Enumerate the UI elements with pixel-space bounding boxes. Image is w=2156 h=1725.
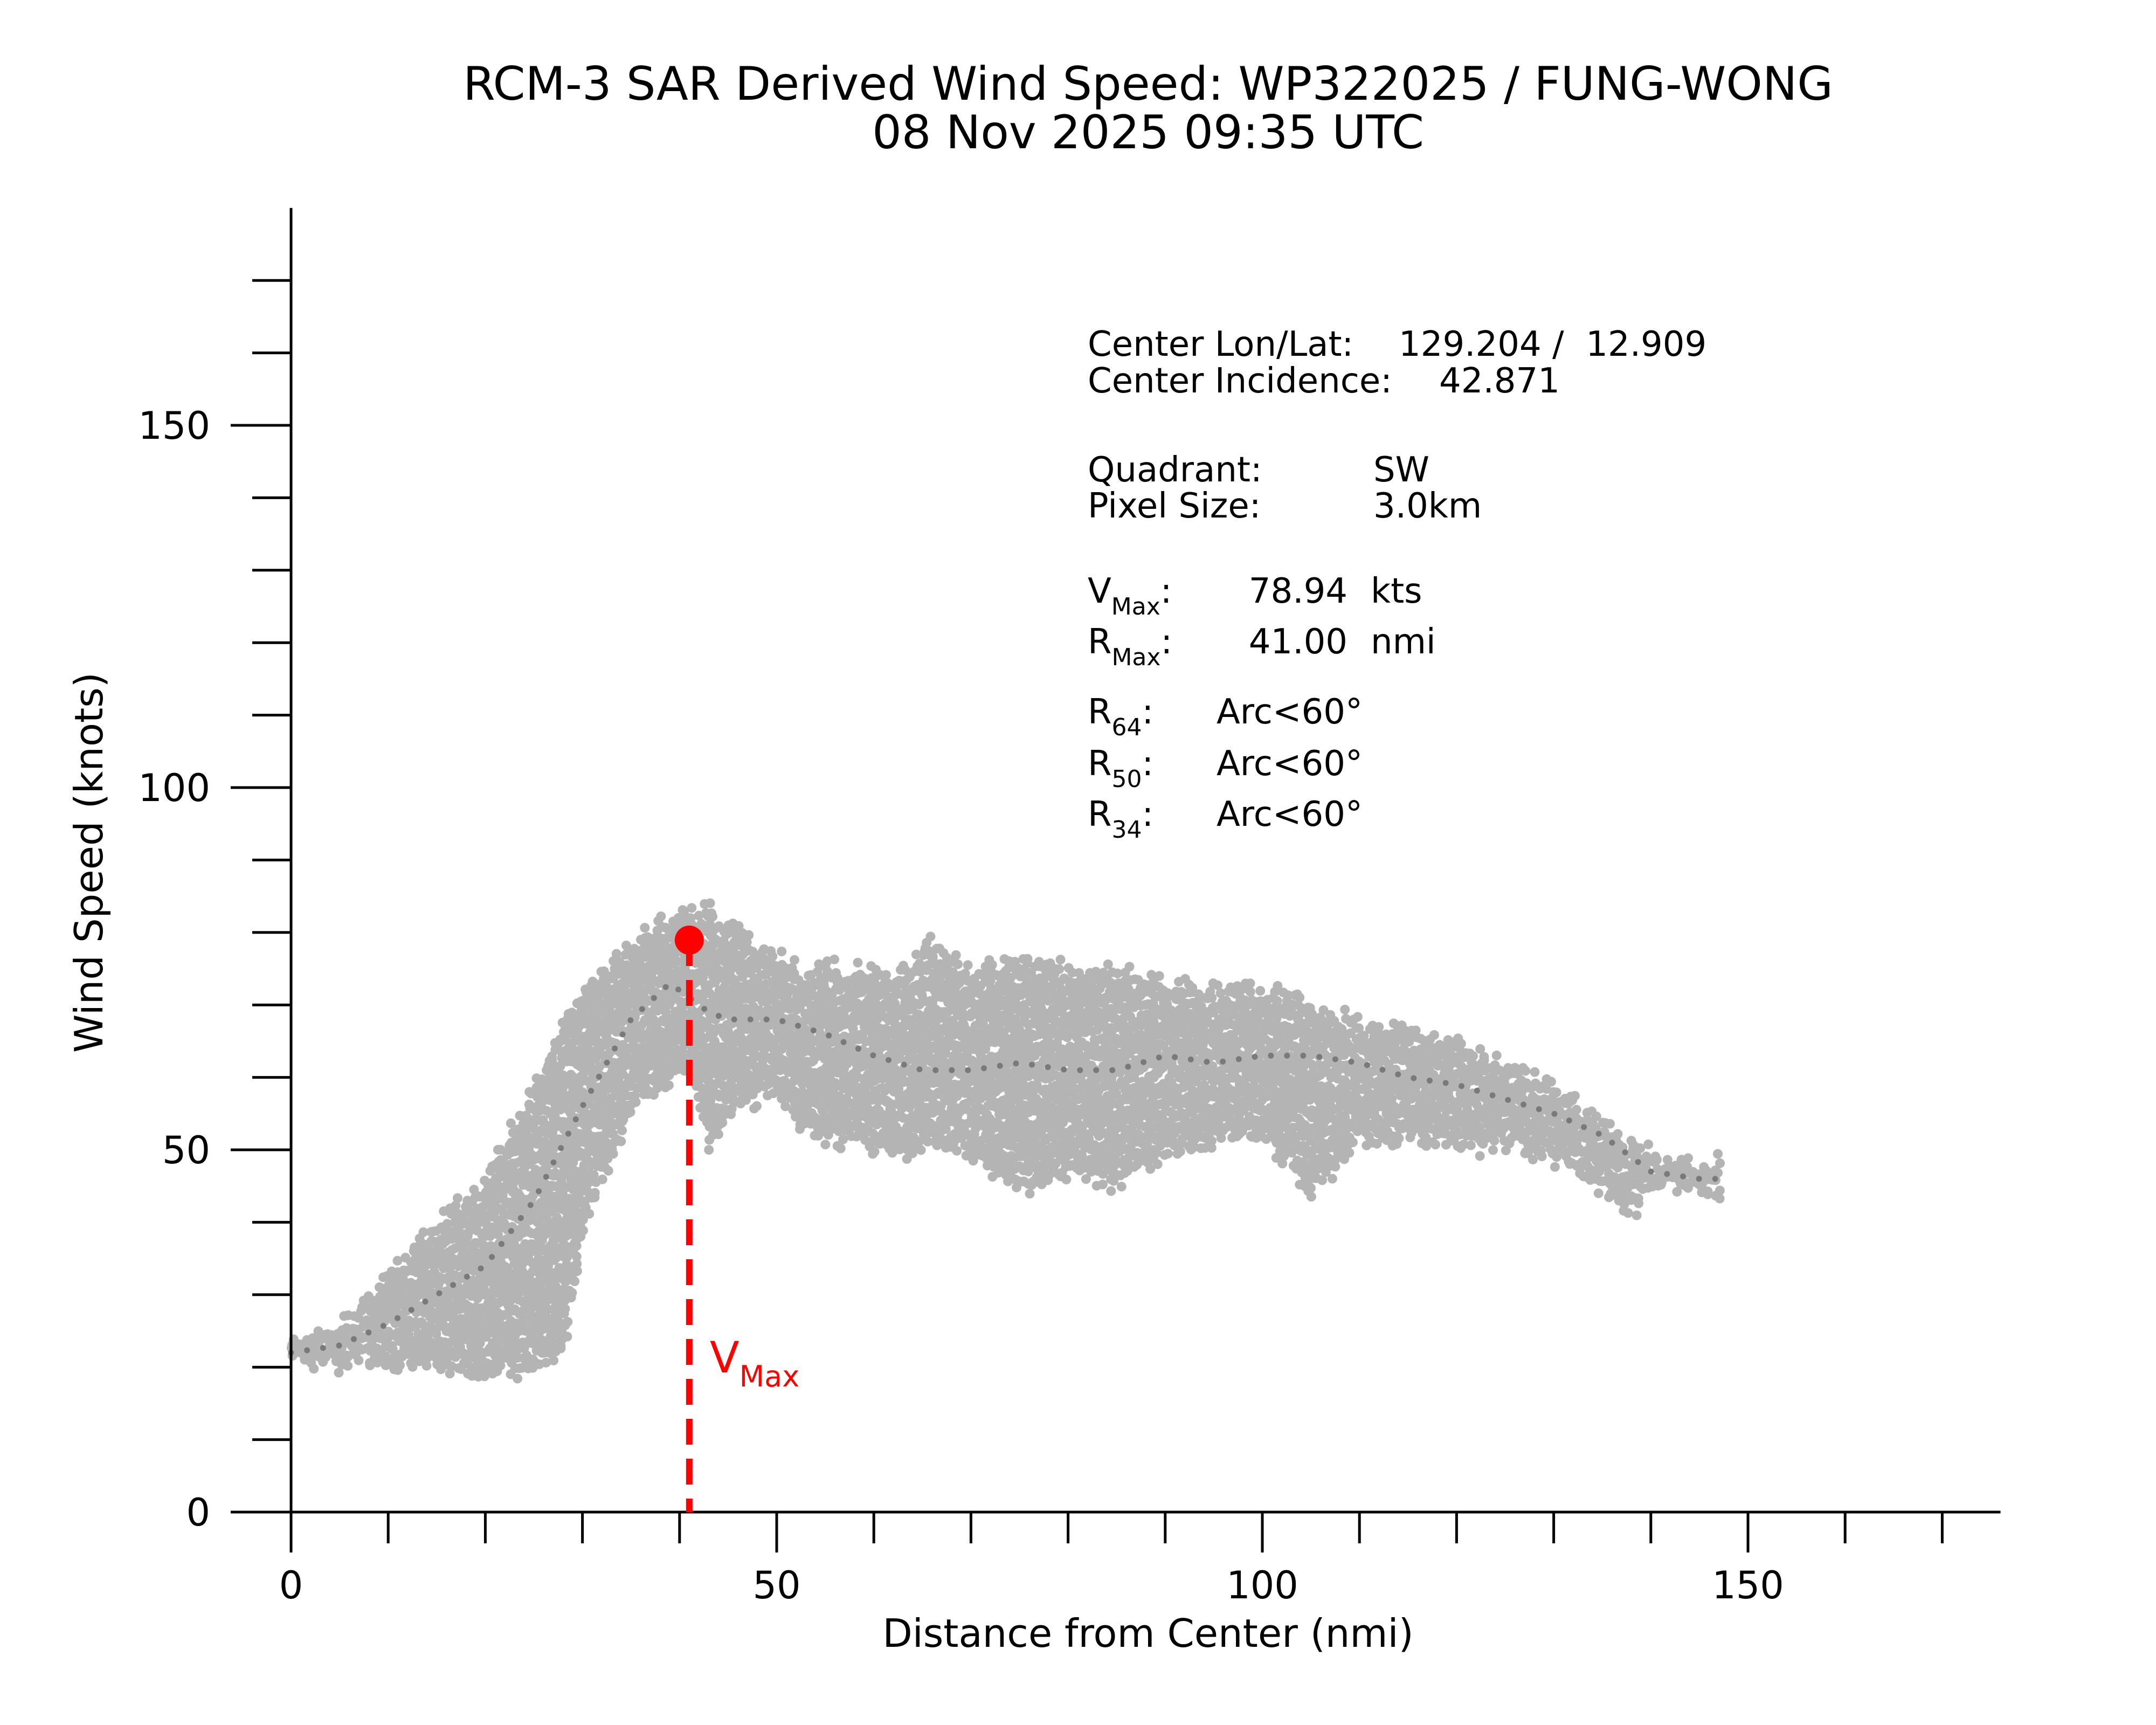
scatter-point	[1055, 955, 1066, 965]
scatter-point	[835, 1143, 846, 1154]
scatter-point	[455, 1342, 465, 1352]
scatter-point	[790, 955, 799, 965]
scatter-point	[513, 1374, 523, 1384]
scatter-point	[777, 947, 787, 956]
scatter-point	[881, 970, 891, 980]
scatter-point	[543, 1121, 554, 1131]
scatter-point	[421, 1361, 432, 1371]
scatter-point	[838, 1134, 848, 1144]
scatter-point	[452, 1193, 462, 1203]
scatter-point	[707, 908, 717, 919]
chart-title: RCM-3 SAR Derived Wind Speed: WP322025 /…	[463, 57, 1833, 111]
scatter-point	[1152, 1159, 1163, 1169]
scatter-point	[475, 1338, 485, 1348]
scatter-series	[286, 898, 1725, 1384]
scatter-point	[395, 1360, 405, 1370]
scatter-point	[664, 1080, 674, 1091]
scatter-point	[334, 1368, 344, 1378]
scatter-point	[916, 1145, 926, 1155]
scatter-point	[853, 957, 863, 968]
scatter-point	[925, 932, 936, 942]
scatter-point	[541, 1357, 551, 1368]
scatter-point	[603, 1165, 613, 1176]
scatter-point	[506, 1246, 516, 1256]
scatter-point	[820, 1140, 831, 1150]
scatter-point	[309, 1364, 319, 1374]
scatter-point	[752, 1101, 762, 1111]
scatter-point	[570, 1276, 579, 1286]
scatter-point	[445, 1369, 455, 1378]
scatter-point	[640, 923, 650, 933]
scatter-point	[549, 1355, 559, 1365]
scatter-point	[963, 960, 973, 970]
scatter-point	[687, 903, 697, 913]
scatter-point	[713, 1129, 723, 1140]
scatter-point	[656, 911, 666, 921]
scatter-point	[1022, 954, 1033, 964]
scatter-point	[952, 1146, 962, 1156]
scatter-point	[1054, 964, 1065, 974]
scatter-point	[555, 1061, 565, 1071]
scatter-point	[343, 1361, 353, 1371]
scatter-point	[571, 1252, 582, 1261]
scatter-point	[407, 1362, 418, 1372]
scatter-point	[567, 1288, 577, 1298]
data-layer	[286, 898, 1725, 1384]
scatter-point	[1106, 1186, 1116, 1196]
scatter-point	[590, 1188, 600, 1198]
scatter-point	[392, 1255, 403, 1266]
scatter-point	[768, 951, 778, 961]
scatter-point	[616, 1136, 626, 1147]
scatter-point	[540, 1337, 550, 1348]
scatter-point	[608, 1149, 618, 1159]
scatter-point	[1154, 971, 1164, 981]
scatter-point	[869, 1147, 880, 1157]
scatter-point	[1124, 962, 1135, 972]
scatter-point	[617, 1126, 627, 1136]
chart-subtitle: 08 Nov 2025 09:35 UTC	[872, 106, 1424, 160]
scatter-point	[597, 1174, 607, 1184]
scatter-point	[987, 960, 997, 970]
scatter-point	[563, 1317, 573, 1327]
scatter-point	[387, 1341, 397, 1351]
scatter-point	[704, 1145, 714, 1155]
scatter-point	[1025, 1189, 1035, 1199]
scatter-point	[1061, 1175, 1072, 1185]
scatter-point	[354, 1355, 364, 1365]
scatter-point	[1097, 1179, 1108, 1190]
scatter-point	[584, 1209, 595, 1219]
scatter-point	[951, 950, 961, 960]
scatter-point	[705, 898, 715, 908]
scatter-point	[442, 1219, 452, 1229]
scatter-point	[1163, 1149, 1173, 1159]
scatter-point	[562, 1331, 572, 1342]
scatter-point	[1116, 1182, 1127, 1192]
scatter-point	[578, 1225, 588, 1236]
scatter-point	[744, 930, 754, 940]
scatter-point	[953, 959, 963, 969]
scatter-point	[830, 954, 839, 964]
scatter-point	[495, 1361, 506, 1371]
scatter-point	[520, 1204, 530, 1215]
scatter-point	[477, 1202, 487, 1212]
scatter-point	[506, 1118, 516, 1128]
scatter-point	[451, 1200, 461, 1211]
scatter-point	[418, 1227, 429, 1237]
scatter-point	[560, 1304, 570, 1314]
